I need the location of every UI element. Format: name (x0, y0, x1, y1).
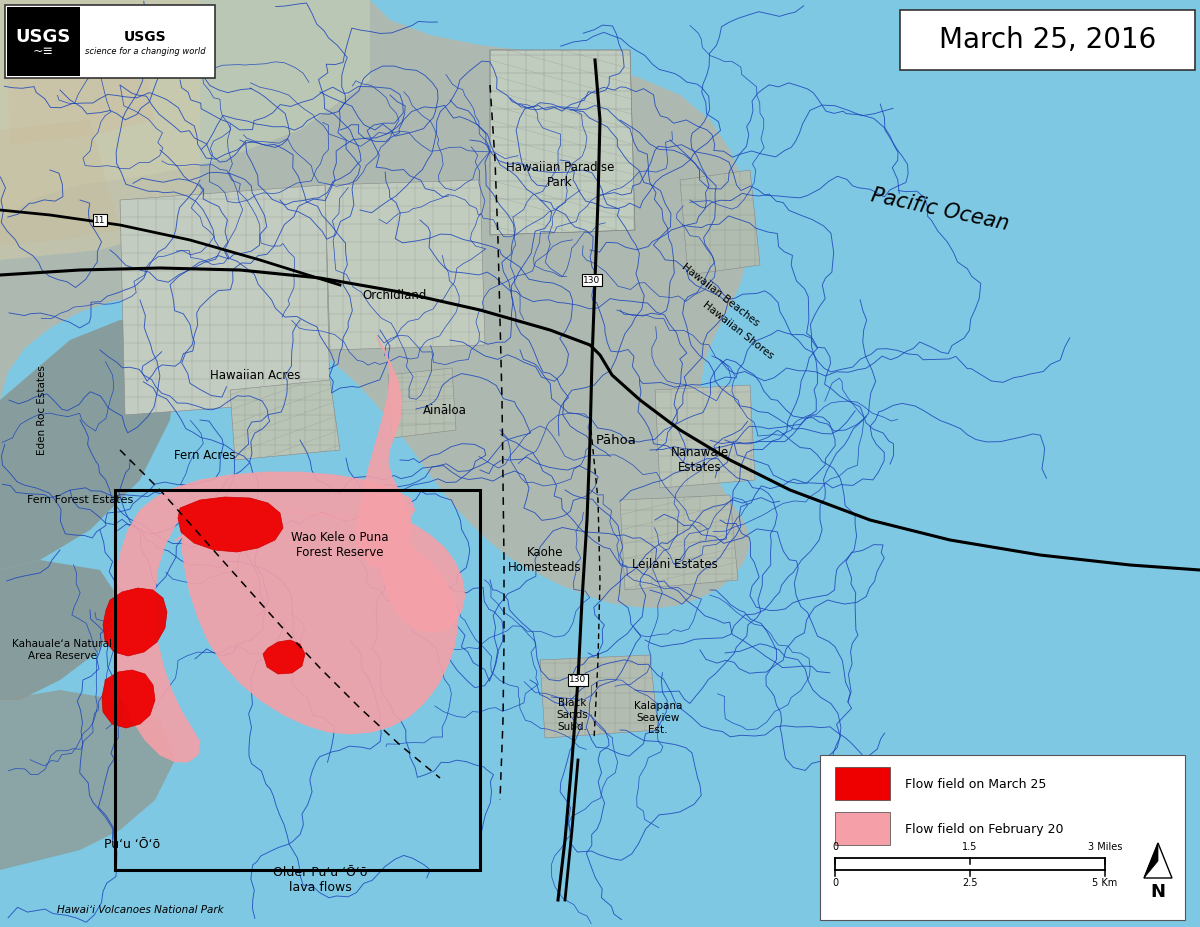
Bar (835, 812, 890, 845)
Text: science for a changing world: science for a changing world (85, 47, 205, 56)
Text: Hawaiʻi Volcanoes National Park: Hawaiʻi Volcanoes National Park (56, 905, 223, 915)
Polygon shape (0, 0, 200, 260)
Text: 130: 130 (569, 676, 587, 684)
Polygon shape (355, 335, 412, 568)
Text: 2.5: 2.5 (962, 878, 978, 888)
Polygon shape (0, 120, 120, 245)
Polygon shape (1144, 843, 1172, 878)
Text: 11: 11 (95, 215, 106, 224)
Polygon shape (620, 495, 738, 590)
Polygon shape (0, 690, 175, 870)
Polygon shape (490, 50, 635, 235)
Text: USGS: USGS (124, 30, 167, 44)
Text: 1.5: 1.5 (962, 842, 978, 852)
Text: 5 Km: 5 Km (1092, 878, 1117, 888)
Bar (900, 10, 1195, 70)
Text: 3 Miles: 3 Miles (1088, 842, 1122, 852)
Polygon shape (0, 0, 370, 220)
Bar (5, 5, 215, 78)
Text: N: N (1151, 883, 1165, 901)
Polygon shape (120, 185, 330, 415)
Polygon shape (102, 670, 155, 728)
Text: Kaohe
Homesteads: Kaohe Homesteads (508, 546, 582, 574)
Text: Leilani Estates: Leilani Estates (632, 558, 718, 572)
Polygon shape (1144, 843, 1158, 878)
Text: 0: 0 (832, 878, 838, 888)
Text: Pacific Ocean: Pacific Ocean (869, 185, 1010, 235)
Polygon shape (680, 170, 760, 275)
Polygon shape (5, 25, 155, 145)
Text: Hawaiian Paradise
Park: Hawaiian Paradise Park (506, 161, 614, 189)
Bar (115, 490, 480, 870)
Text: Wao Kele o Puna
Forest Reserve: Wao Kele o Puna Forest Reserve (292, 531, 389, 559)
Text: Kalapana
Seaview
Est.: Kalapana Seaview Est. (634, 702, 682, 734)
Polygon shape (263, 640, 305, 674)
Text: 0: 0 (832, 842, 838, 852)
Text: USGS: USGS (16, 28, 71, 45)
Bar (7, 7, 80, 76)
Text: Puʻu ʻŌʻō: Puʻu ʻŌʻō (104, 839, 160, 852)
Text: Older Puʻu ʻŌʻō
lava flows: Older Puʻu ʻŌʻō lava flows (272, 866, 367, 894)
Text: Hawaiian Beaches: Hawaiian Beaches (679, 261, 761, 328)
Polygon shape (0, 320, 180, 570)
Text: Flow field on February 20: Flow field on February 20 (905, 822, 1063, 835)
Polygon shape (230, 380, 340, 460)
Text: Kahaualeʻa Natural
Area Reserve: Kahaualeʻa Natural Area Reserve (12, 640, 112, 661)
Text: Fern Acres: Fern Acres (174, 449, 235, 462)
Text: Hawaiian Acres: Hawaiian Acres (210, 369, 300, 382)
Bar (835, 767, 890, 800)
Text: ~≡: ~≡ (32, 45, 54, 58)
Polygon shape (112, 472, 458, 762)
Polygon shape (325, 180, 485, 350)
Text: Aināloa: Aināloa (424, 403, 467, 416)
Text: Eden Roc Estates: Eden Roc Estates (37, 365, 47, 455)
Polygon shape (0, 0, 750, 927)
Text: Pāhoa: Pāhoa (595, 434, 636, 447)
Text: Nanawale
Estates: Nanawale Estates (671, 446, 730, 474)
Polygon shape (178, 497, 283, 552)
Polygon shape (0, 560, 120, 700)
Polygon shape (540, 655, 658, 738)
Text: Hawaiian Shores: Hawaiian Shores (701, 299, 775, 361)
Text: Flow field on March 25: Flow field on March 25 (905, 778, 1046, 791)
Bar (820, 755, 1186, 920)
Polygon shape (388, 368, 456, 438)
Text: Black
Sands
Subd.: Black Sands Subd. (556, 698, 588, 731)
Polygon shape (360, 518, 466, 633)
Text: 130: 130 (583, 275, 601, 285)
Text: March 25, 2016: March 25, 2016 (938, 26, 1156, 54)
Polygon shape (655, 385, 755, 488)
Polygon shape (103, 588, 167, 656)
Text: Fern Forest Estates: Fern Forest Estates (26, 495, 133, 505)
Text: Orchidland: Orchidland (362, 288, 427, 301)
